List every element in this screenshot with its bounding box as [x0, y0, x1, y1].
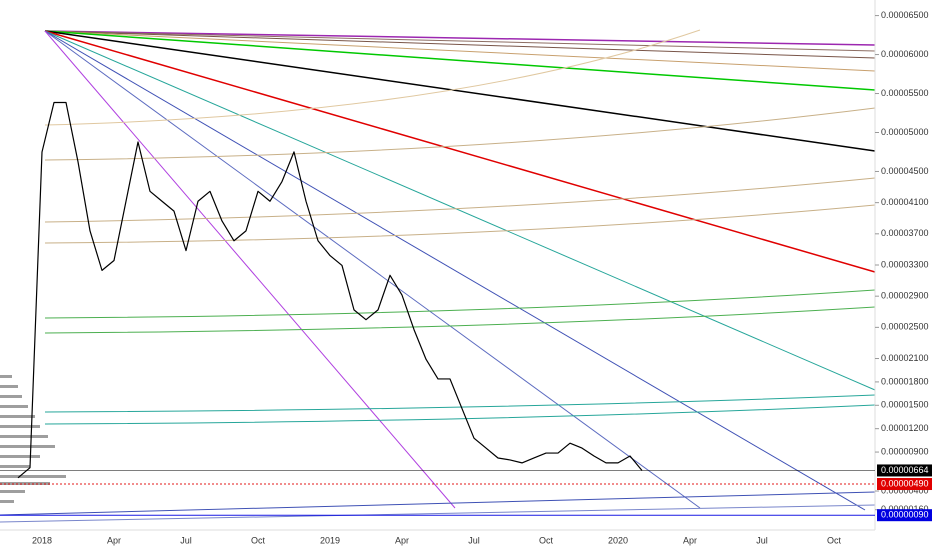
price-label: 0.00000490 — [881, 478, 929, 488]
x-tick-label: 2018 — [32, 535, 52, 545]
y-tick-label: 0.00006500 — [881, 10, 929, 20]
price-line-series — [17, 101, 643, 479]
y-tick-label: 0.00003300 — [881, 259, 929, 269]
price-label-box — [877, 464, 932, 477]
x-tick-label: 2020 — [608, 535, 628, 545]
y-tick-label: 0.00002900 — [881, 291, 929, 301]
y-tick-label: 0.00002500 — [881, 322, 929, 332]
y-tick-label: 0.00006000 — [881, 49, 929, 59]
y-tick-label: 0.00003700 — [881, 228, 929, 238]
y-tick-label: 0.00001500 — [881, 400, 929, 410]
x-tick-label: Jul — [756, 535, 768, 545]
x-tick-label: Oct — [827, 535, 842, 545]
x-tick-label: Apr — [107, 535, 121, 545]
y-tick-label: 0.00002100 — [881, 353, 929, 363]
y-tick-label: 0.00004100 — [881, 197, 929, 207]
y-tick-label: 0.00000400 — [881, 485, 929, 495]
y-tick-label: 0.00001200 — [881, 423, 929, 433]
x-tick-label: Jul — [468, 535, 480, 545]
price-label: 0.00000664 — [881, 465, 929, 475]
volume-profile — [0, 375, 66, 503]
x-tick-label: Oct — [539, 535, 554, 545]
y-tick-label: 0.00005000 — [881, 127, 929, 137]
y-tick-label: 0.00000160 — [881, 504, 929, 514]
x-tick-label: Apr — [395, 535, 409, 545]
price-label-box — [877, 509, 932, 522]
price-label: 0.00000090 — [881, 510, 929, 520]
x-tick-label: 2019 — [320, 535, 340, 545]
x-tick-label: Apr — [683, 535, 697, 545]
y-tick-label: 0.00000900 — [881, 446, 929, 456]
price-label-box — [877, 478, 932, 491]
y-tick-label: 0.00001800 — [881, 376, 929, 386]
x-tick-label: Jul — [180, 535, 192, 545]
x-tick-label: Oct — [251, 535, 266, 545]
y-tick-label: 0.00005500 — [881, 88, 929, 98]
fan-lines — [0, 29, 876, 523]
y-tick-label: 0.00004500 — [881, 166, 929, 176]
